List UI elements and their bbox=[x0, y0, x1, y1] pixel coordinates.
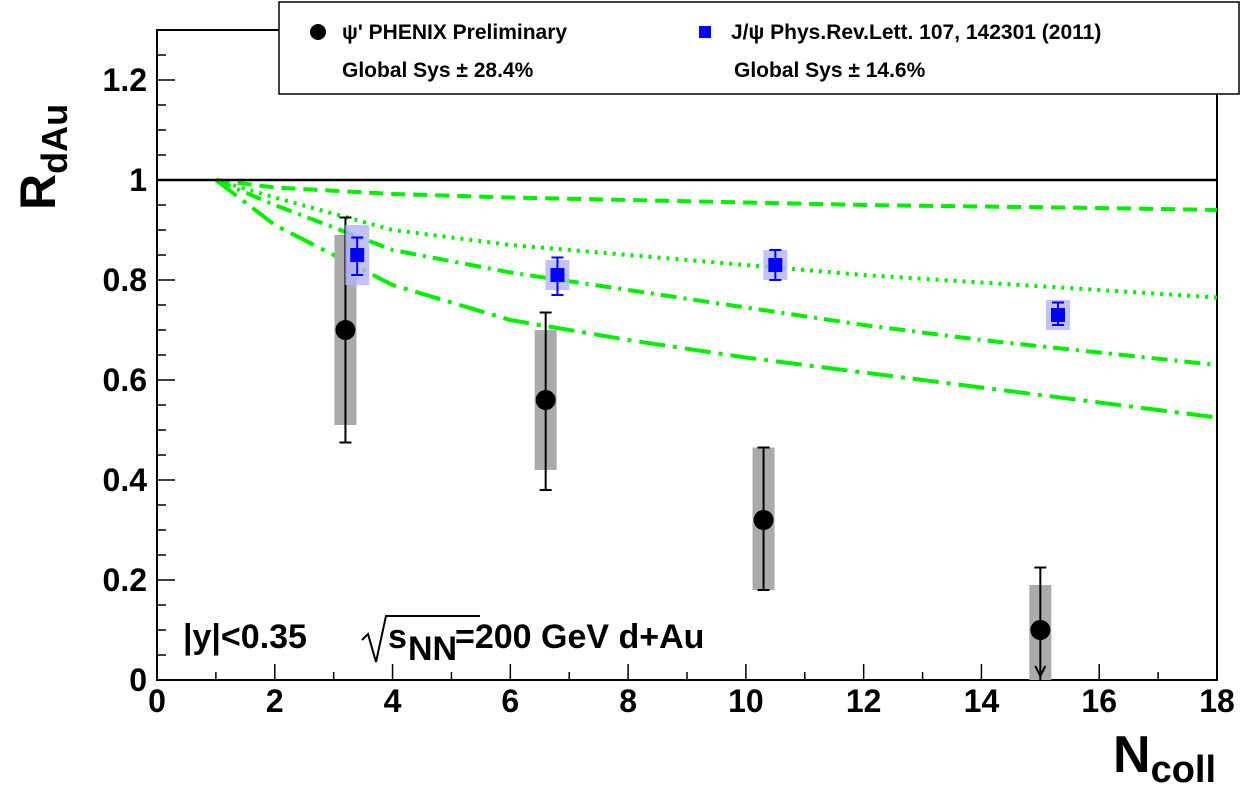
x-axis-title-sub: coll bbox=[1151, 749, 1216, 790]
jpsi-point bbox=[350, 248, 365, 262]
plot-frame bbox=[156, 29, 1218, 681]
x-tick-label: 0 bbox=[148, 683, 166, 719]
y-tick-label: 0.6 bbox=[103, 362, 147, 398]
data-series bbox=[334, 216, 1070, 680]
y-tick-label: 0 bbox=[129, 662, 147, 698]
svg-text:RdAu: RdAu bbox=[10, 104, 75, 210]
annotation-energy-system: =200 GeV d+Au bbox=[455, 618, 704, 656]
legend-label-jpsi: J/ψ Phys.Rev.Lett. 107, 142301 (2011) bbox=[731, 21, 1101, 44]
psi-prime-point bbox=[1030, 620, 1051, 640]
psi-prime-point bbox=[753, 510, 774, 530]
y-axis-title-sub: dAu bbox=[34, 104, 75, 174]
psi-prime-point bbox=[535, 390, 556, 410]
x-axis-title: Ncoll bbox=[1113, 726, 1216, 790]
jpsi-point bbox=[768, 258, 783, 272]
y-tick-label: 0.2 bbox=[103, 562, 147, 598]
legend: ψ' PHENIX Preliminary Global Sys ± 28.4%… bbox=[278, 1, 1240, 95]
model-curves bbox=[214, 178, 1218, 420]
upper-limit-arrow bbox=[1034, 665, 1047, 679]
x-tick-label: 18 bbox=[1199, 683, 1235, 719]
annotation-sqrt-s-sub: NN bbox=[408, 630, 457, 668]
y-tick-label: 1 bbox=[129, 162, 147, 198]
jpsi-point bbox=[1051, 308, 1065, 322]
legend-box bbox=[278, 1, 1240, 95]
y-tick-label: 0.4 bbox=[103, 462, 148, 498]
x-tick-label: 2 bbox=[266, 683, 284, 719]
y-axis-title: RdAu bbox=[10, 104, 75, 210]
jpsi-point bbox=[550, 268, 565, 282]
legend-label-psi-prime: ψ' PHENIX Preliminary bbox=[342, 21, 567, 44]
legend-marker-jpsi bbox=[699, 26, 711, 38]
y-axis-title-main: R bbox=[10, 174, 66, 210]
kinematics-annotation: |y|<0.35 s NN =200 GeV d+Au bbox=[183, 615, 704, 668]
annotation-sqrt-s: s bbox=[388, 618, 407, 656]
psi-prime-point bbox=[335, 320, 356, 340]
x-axis-title-main: N bbox=[1113, 726, 1151, 784]
annotation-rapidity: |y|<0.35 bbox=[183, 618, 316, 656]
legend-sys-psi-prime: Global Sys ± 28.4% bbox=[342, 59, 534, 82]
y-tick-label: 0.8 bbox=[103, 262, 147, 298]
x-tick-label: 14 bbox=[964, 683, 1000, 719]
x-tick-label: 10 bbox=[728, 683, 764, 719]
y-tick-label: 1.2 bbox=[103, 62, 147, 98]
axis-ticks: 0 2 4 6 8 10 12 14 16 18 0 0.2 0.4 0.6 0.8 1 1.2 bbox=[103, 29, 1235, 719]
legend-sys-jpsi: Global Sys ± 14.6% bbox=[734, 59, 926, 82]
x-tick-label: 8 bbox=[619, 683, 637, 719]
x-tick-label: 4 bbox=[384, 683, 402, 719]
model-curve-longdashdot bbox=[214, 178, 1218, 420]
x-tick-label: 6 bbox=[501, 683, 519, 719]
sqrt-icon bbox=[361, 615, 480, 663]
x-tick-label: 16 bbox=[1081, 683, 1117, 719]
legend-marker-psi-prime bbox=[310, 24, 326, 40]
model-curve-dotted bbox=[215, 178, 1218, 300]
x-tick-label: 12 bbox=[846, 683, 882, 719]
model-curve-dashed bbox=[215, 178, 1218, 212]
